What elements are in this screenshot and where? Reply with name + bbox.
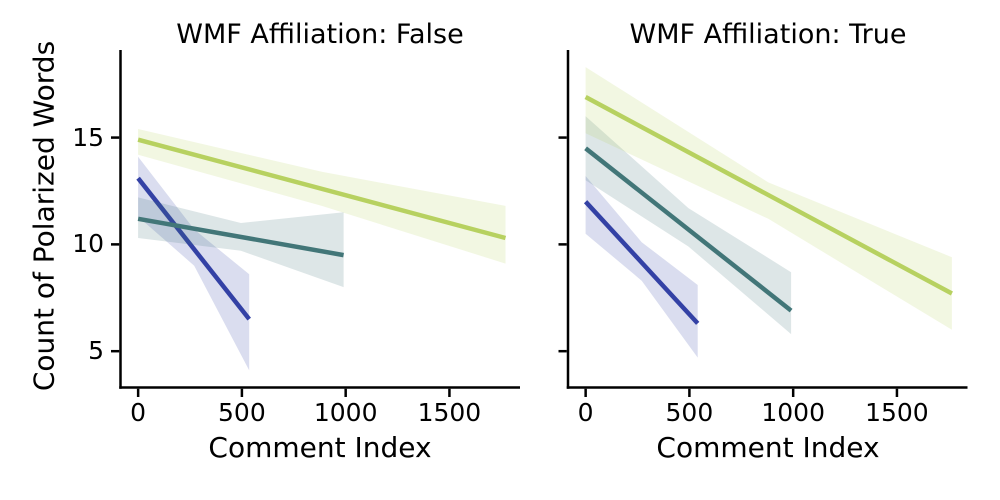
x-tick-label: 500 bbox=[665, 398, 714, 427]
confidence-band-yellow-green bbox=[585, 67, 952, 330]
confidence-band-teal bbox=[138, 197, 344, 288]
confidence-band-teal bbox=[585, 116, 792, 335]
x-tick-label: 1000 bbox=[761, 398, 825, 427]
y-tick-label: 10 bbox=[72, 229, 104, 259]
regression-line-blue bbox=[136, 176, 251, 321]
regression-line-yellow-green bbox=[584, 95, 953, 296]
regression-line-teal bbox=[584, 146, 793, 313]
x-axis-label-left: Comment Index bbox=[208, 431, 432, 464]
x-tick-label: 1500 bbox=[417, 398, 482, 427]
regression-line-yellow-green bbox=[137, 137, 507, 241]
x-tick-label: 1500 bbox=[865, 398, 929, 427]
x-tick-label: 1000 bbox=[313, 398, 378, 427]
panel-wmf-true bbox=[558, 50, 968, 397]
y-tick-label: 15 bbox=[72, 122, 104, 152]
regression-line-teal bbox=[137, 216, 344, 258]
confidence-band-blue bbox=[585, 176, 698, 358]
x-tick-label: 0 bbox=[130, 398, 147, 427]
panel-title-wmf-false: WMF Affiliation: False bbox=[176, 19, 464, 50]
x-tick-label: 500 bbox=[218, 398, 266, 427]
x-axis-label-right: Comment Index bbox=[656, 431, 880, 464]
regression-line-blue bbox=[583, 200, 700, 325]
confidence-band-blue bbox=[138, 156, 250, 371]
y-tick-label: 5 bbox=[88, 336, 104, 366]
x-tick-label: 0 bbox=[577, 398, 594, 427]
panel-title-wmf-true: WMF Affiliation: True bbox=[629, 19, 907, 50]
panel-wmf-false bbox=[111, 50, 520, 397]
